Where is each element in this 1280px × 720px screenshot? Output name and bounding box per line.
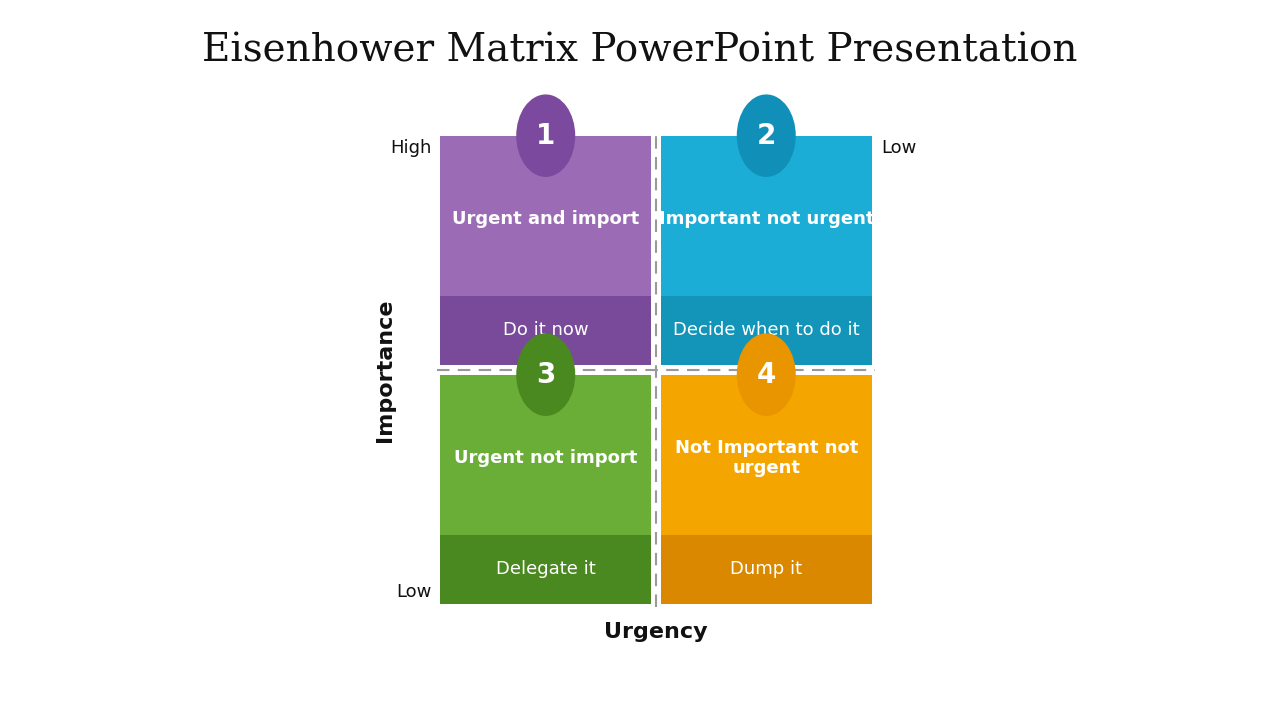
Ellipse shape (737, 94, 796, 177)
FancyBboxPatch shape (660, 535, 872, 604)
Text: Do it now: Do it now (503, 321, 589, 339)
Text: Urgent not import: Urgent not import (454, 449, 637, 467)
FancyBboxPatch shape (440, 135, 652, 296)
FancyBboxPatch shape (660, 374, 872, 535)
Text: Low: Low (881, 139, 916, 157)
Text: 1: 1 (536, 122, 556, 150)
Text: Not Important not
urgent: Not Important not urgent (675, 438, 858, 477)
Ellipse shape (516, 94, 575, 177)
Text: Decide when to do it: Decide when to do it (673, 321, 860, 339)
Ellipse shape (516, 333, 575, 416)
FancyBboxPatch shape (660, 135, 872, 296)
Ellipse shape (737, 333, 796, 416)
FancyBboxPatch shape (440, 374, 652, 535)
Text: 3: 3 (536, 361, 556, 389)
Text: Urgency: Urgency (604, 621, 708, 642)
Text: 2: 2 (756, 122, 776, 150)
FancyBboxPatch shape (440, 296, 652, 365)
Text: Eisenhower Matrix PowerPoint Presentation: Eisenhower Matrix PowerPoint Presentatio… (202, 32, 1078, 69)
Text: Urgent and import: Urgent and import (452, 210, 640, 228)
Text: 4: 4 (756, 361, 776, 389)
Text: Importance: Importance (375, 298, 396, 441)
Text: Delegate it: Delegate it (495, 560, 595, 578)
Text: Low: Low (396, 582, 431, 600)
FancyBboxPatch shape (660, 296, 872, 365)
FancyBboxPatch shape (440, 535, 652, 604)
Text: Dump it: Dump it (730, 560, 803, 578)
Text: High: High (390, 139, 431, 157)
Text: Important not urgent: Important not urgent (658, 210, 874, 228)
